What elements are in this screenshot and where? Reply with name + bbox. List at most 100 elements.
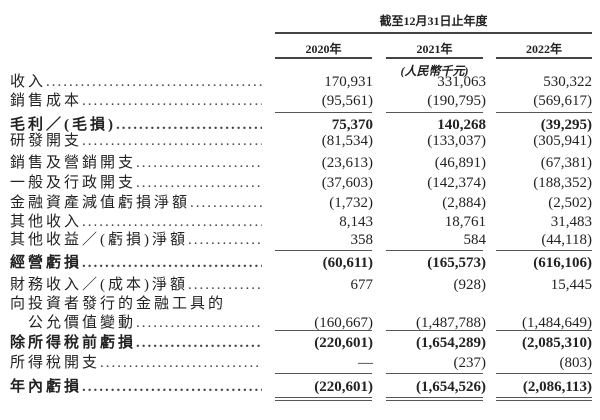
row-label: 經營虧損....................................…	[10, 253, 262, 273]
value-2021: (46,891)	[434, 155, 486, 171]
value-2022: (305,941)	[533, 133, 592, 149]
row-label: 收入......................................…	[10, 72, 262, 92]
value-2021: 18,761	[444, 214, 486, 230]
row-label-text: 金融資產減值虧損淨額	[10, 195, 191, 211]
table-row: 銷售及營銷開支.................................…	[0, 153, 600, 173]
leader-dots: ........................................	[82, 255, 262, 271]
subtotal-rule	[275, 112, 372, 113]
row-label: 研發開支....................................…	[10, 131, 262, 151]
value-2020: (220,601)	[314, 335, 373, 351]
row-label: 所得稅開支...................................…	[10, 353, 262, 373]
value-2021: (1,487,788)	[416, 315, 486, 331]
value-2022: (2,086,113)	[522, 379, 592, 395]
value-2020: 677	[350, 277, 374, 293]
row-label-text: 經營虧損	[10, 255, 83, 271]
row-label-text: 所得稅開支	[10, 355, 101, 371]
currency-units: (人民幣千元)	[400, 64, 469, 78]
year-underline	[275, 57, 372, 59]
table-row: 其他收入....................................…	[0, 212, 600, 232]
subtotal-rule	[275, 400, 372, 401]
leader-dots: ........................................	[100, 355, 262, 371]
table-row: 銷售成本....................................…	[0, 91, 600, 111]
value-2022: (44,118)	[541, 232, 592, 248]
row-label-text: 向投資者發行的金融工具的	[10, 296, 227, 312]
year-header-2021: 2021年	[416, 42, 453, 56]
value-2022: (2,502)	[548, 195, 592, 211]
year-underline	[386, 57, 483, 59]
value-2021: (190,795)	[427, 93, 486, 109]
subtotal-rule	[496, 250, 592, 251]
row-label-text: 財務收入／(成本)淨額	[10, 277, 188, 293]
leader-dots: ........................................	[188, 232, 262, 248]
leader-dots: ........................................	[190, 195, 262, 211]
value-2021: (165,573)	[427, 255, 486, 271]
subtotal-rule	[496, 330, 592, 331]
value-2021: 140,268	[437, 117, 486, 133]
value-2022: 15,445	[550, 277, 592, 293]
row-label: 銷售及營銷開支.................................…	[10, 153, 262, 173]
subtotal-rule	[386, 397, 483, 398]
row-label-text: 毛利／(毛損)	[10, 117, 116, 133]
row-label: 銷售成本....................................…	[10, 91, 262, 111]
row-label: 年內虧損....................................…	[10, 377, 262, 397]
row-label: 毛利／(毛損).................................…	[10, 115, 262, 135]
value-2022: 31,483	[550, 214, 592, 230]
value-2022: 530,322	[543, 74, 592, 90]
value-2020: 75,370	[331, 117, 373, 133]
table-row: 除所得稅前虧損.................................…	[0, 333, 600, 353]
row-label: 金融資產減值虧損淨額..............................…	[10, 193, 262, 213]
leader-dots: ........................................	[136, 315, 262, 331]
leader-dots: ........................................	[82, 93, 262, 109]
value-2020: 358	[350, 232, 374, 248]
table-row: 財務收入／(成本)淨額.............................…	[0, 275, 600, 295]
row-label-text: 其他收益／(虧損)淨額	[10, 232, 188, 248]
table-row: 所得稅開支...................................…	[0, 353, 600, 373]
row-label-text: 銷售及營銷開支	[10, 155, 137, 171]
subtotal-rule	[275, 250, 372, 251]
value-2022: (616,106)	[533, 255, 592, 271]
table-row: 收入......................................…	[0, 72, 600, 92]
value-2022: (39,295)	[540, 117, 592, 133]
table-row: 金融資產減值虧損淨額..............................…	[0, 193, 600, 213]
value-2020: 170,931	[324, 74, 373, 90]
row-label: 其他收入....................................…	[10, 212, 262, 232]
subtotal-rule	[275, 373, 372, 374]
leader-dots: ........................................	[82, 379, 262, 395]
table-row: 向投資者發行的金融工具的	[0, 294, 600, 314]
table-row: 其他收益／(虧損)淨額.............................…	[0, 230, 600, 250]
subtotal-rule	[386, 250, 483, 251]
value-2022: (67,381)	[540, 155, 592, 171]
value-2020: (160,667)	[314, 315, 373, 331]
table-row: 一般及行政開支.................................…	[0, 173, 600, 193]
value-2020: (60,611)	[322, 255, 373, 271]
row-label: 其他收益／(虧損)淨額.............................…	[10, 230, 262, 250]
value-2020: (1,732)	[329, 195, 373, 211]
period-header: 截至12月31日止年度	[379, 14, 488, 28]
row-label: 除所得稅前虧損.................................…	[10, 333, 262, 353]
subtotal-rule	[275, 330, 372, 331]
header-rule	[275, 32, 592, 34]
value-2021: (133,037)	[427, 133, 486, 149]
row-label: 向投資者發行的金融工具的	[10, 294, 262, 314]
table-row: 研發開支....................................…	[0, 131, 600, 151]
subtotal-rule	[386, 112, 483, 113]
row-label-text: 銷售成本	[10, 93, 83, 109]
table-row: 年內虧損....................................…	[0, 377, 600, 397]
row-label-text: 收入	[10, 74, 47, 90]
value-2022: (803)	[559, 355, 593, 371]
value-2020: (95,561)	[321, 93, 373, 109]
table-row: 經營虧損....................................…	[0, 253, 600, 273]
leader-dots: ........................................	[136, 175, 262, 191]
value-2022: (188,352)	[533, 175, 592, 191]
leader-dots: ........................................	[82, 133, 262, 149]
leader-dots: ........................................	[116, 117, 262, 133]
row-label-text: 年內虧損	[10, 379, 83, 395]
subtotal-rule	[496, 112, 592, 113]
subtotal-rule	[496, 373, 592, 374]
row-label-text: 其他收入	[10, 214, 83, 230]
value-2020: 8,143	[339, 214, 373, 230]
row-label-text: 除所得稅前虧損	[10, 335, 137, 351]
leader-dots: ........................................	[188, 277, 262, 293]
value-2020: (37,603)	[321, 175, 373, 191]
value-2021: 584	[463, 232, 487, 248]
